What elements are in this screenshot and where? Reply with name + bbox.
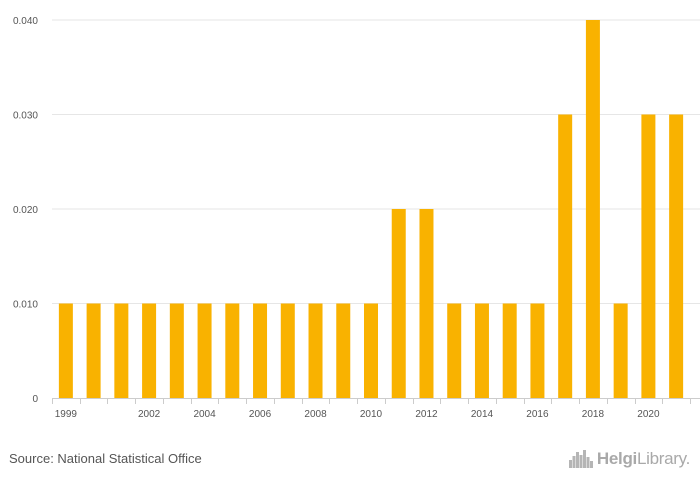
bar-2011: [391, 209, 406, 398]
city-skyline-icon: [568, 450, 593, 468]
bar-2000: [86, 303, 101, 398]
y-tick-label: 0.020: [13, 205, 38, 216]
x-tick-label: 2016: [526, 409, 549, 420]
x-tick-label: 2014: [471, 409, 494, 420]
bar-2004: [197, 303, 212, 398]
bar-2008: [308, 303, 323, 398]
x-axis: [52, 398, 700, 404]
x-tick-label: 2004: [193, 409, 216, 420]
bar-chart: 0 0.010 0.020 0.030 0.040 1999 2002 2004 2006 20…: [13, 16, 700, 420]
bar-2013: [447, 303, 462, 398]
bar-2012: [419, 209, 434, 398]
x-tick-label: 2010: [360, 409, 383, 420]
brand-name-part2: Library.: [636, 449, 690, 468]
x-tick-label: 2006: [249, 409, 272, 420]
bar-2003: [169, 303, 184, 398]
bar-2018: [585, 20, 600, 398]
y-tick-label: 0.040: [13, 16, 38, 27]
bar-2002: [142, 303, 157, 398]
x-tick-label: 1999: [55, 409, 78, 420]
y-axis-labels: 0 0.010 0.020 0.030 0.040: [13, 16, 38, 405]
x-axis-labels: 1999 2002 2004 2006 2008 2010 2012 2014 2016 2018…: [55, 409, 660, 420]
bar-2010: [364, 303, 378, 398]
bar-2020: [641, 114, 656, 398]
bar-2019: [613, 303, 628, 398]
bar-2017: [558, 114, 573, 398]
bar-2015: [502, 303, 517, 398]
gridlines: [52, 19, 700, 304]
bar-2021: [669, 114, 684, 398]
bars: [58, 20, 684, 398]
y-tick-label: 0: [32, 394, 38, 405]
bar-1999: [58, 303, 73, 398]
x-tick-label: 2002: [138, 409, 161, 420]
x-tick-label: 2008: [304, 409, 327, 420]
x-tick-label: 2020: [637, 409, 660, 420]
bar-2014: [474, 303, 489, 398]
helgi-library-logo: Helgi Library.: [568, 448, 690, 470]
bar-2001: [114, 303, 129, 398]
y-tick-label: 0.030: [13, 111, 38, 122]
x-tick-label: 2018: [582, 409, 605, 420]
x-tick-label: 2012: [415, 409, 438, 420]
bar-2009: [336, 303, 351, 398]
bar-2006: [253, 303, 268, 398]
bar-2016: [530, 303, 545, 398]
bar-2005: [225, 303, 240, 398]
source-note: Source: National Statistical Office: [9, 451, 202, 466]
bar-2007: [280, 303, 295, 398]
y-tick-label: 0.010: [13, 300, 38, 311]
brand-name-part1: Helgi: [596, 449, 637, 468]
